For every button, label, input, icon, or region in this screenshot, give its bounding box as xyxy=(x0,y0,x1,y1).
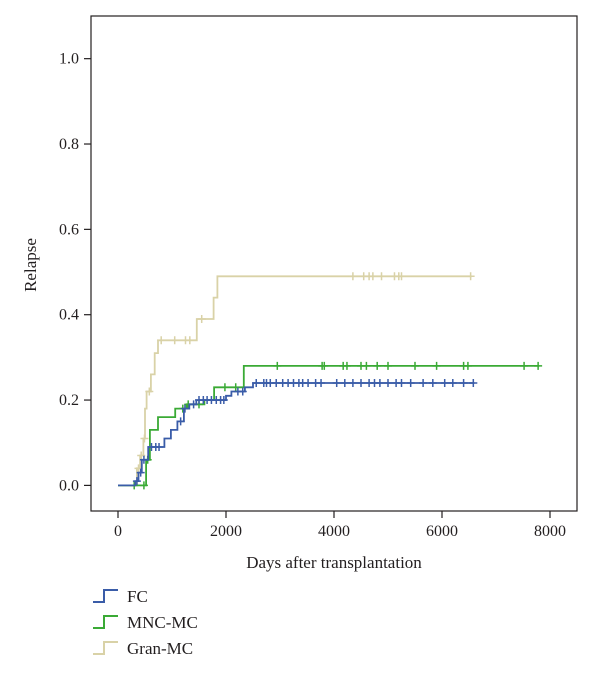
censor-mark xyxy=(428,378,437,387)
y-tick-label: 0.2 xyxy=(59,392,79,409)
x-tick-label: 6000 xyxy=(426,523,458,540)
censor-mark xyxy=(397,378,406,387)
censor-mark xyxy=(140,434,149,443)
legend-label: FC xyxy=(127,587,148,606)
censor-mark xyxy=(139,455,148,464)
y-axis-title: Relapse xyxy=(21,238,40,292)
censor-mark xyxy=(534,361,543,370)
censor-mark xyxy=(137,451,146,460)
censor-mark xyxy=(136,468,145,477)
x-tick-label: 0 xyxy=(114,523,122,540)
censor-mark xyxy=(411,361,419,370)
x-tick-label: 2000 xyxy=(210,523,242,540)
censor-mark xyxy=(348,272,357,281)
legend-item-mnc-mc: MNC-MC xyxy=(93,613,198,632)
y-tick-label: 0.6 xyxy=(59,221,79,238)
censor-mark xyxy=(348,378,357,387)
legend-swatch xyxy=(93,615,118,629)
censor-mark xyxy=(176,417,185,426)
censor-mark xyxy=(332,378,341,387)
censor-mark xyxy=(252,378,261,387)
legend-item-fc: FC xyxy=(93,587,148,606)
y-tick-label: 0.8 xyxy=(59,136,79,153)
plot-frame xyxy=(90,15,578,512)
censor-mark xyxy=(340,378,349,387)
censor-mark xyxy=(180,404,189,413)
censor-mark xyxy=(189,400,198,409)
censor-mark xyxy=(375,378,384,387)
censor-mark xyxy=(273,361,282,370)
censor-mark xyxy=(185,336,194,345)
censor-mark xyxy=(238,387,247,396)
censor-mark xyxy=(139,481,148,490)
censor-mark xyxy=(362,361,371,370)
series-line-gran-mc xyxy=(118,275,472,487)
censor-mark xyxy=(342,361,351,370)
legend-label: MNC-MC xyxy=(127,613,198,632)
legend-label: Gran-MC xyxy=(127,639,193,658)
legend: FC MNC-MC Gran-MC xyxy=(93,587,198,658)
censor-mark xyxy=(170,336,179,345)
censor-mark xyxy=(384,361,392,370)
censor-mark xyxy=(419,378,428,387)
censor-mark xyxy=(145,387,154,396)
censor-mark xyxy=(377,272,386,281)
y-tick-label: 1.0 xyxy=(59,51,79,68)
series-mnc-mc xyxy=(118,361,543,490)
y-axis: 0.0 0.2 0.4 0.6 0.8 1.0 xyxy=(59,51,91,494)
x-axis-title: Days after transplantation xyxy=(246,553,422,572)
censor-mark xyxy=(466,272,475,281)
censor-mark xyxy=(155,442,164,451)
plot-area xyxy=(118,272,543,490)
legend-swatch xyxy=(93,589,118,603)
censor-mark xyxy=(440,378,449,387)
censor-mark xyxy=(373,361,382,370)
censor-mark xyxy=(220,383,229,392)
x-tick-label: 8000 xyxy=(534,523,566,540)
censor-mark xyxy=(397,272,406,281)
censor-mark xyxy=(304,378,313,387)
series-gran-mc xyxy=(118,272,475,487)
censor-mark xyxy=(448,378,457,387)
y-tick-label: 0.4 xyxy=(59,307,79,324)
censor-mark xyxy=(368,272,377,281)
series-line-fc xyxy=(118,382,475,487)
censor-mark xyxy=(357,378,365,387)
censor-mark xyxy=(432,361,441,370)
censor-mark xyxy=(469,378,478,387)
legend-item-gran-mc: Gran-MC xyxy=(93,639,193,658)
censor-mark xyxy=(132,477,141,486)
censor-mark xyxy=(520,361,529,370)
censor-mark xyxy=(320,361,329,370)
censor-mark xyxy=(219,396,228,405)
legend-swatch xyxy=(93,641,118,655)
censor-mark xyxy=(406,378,415,387)
censor-mark xyxy=(231,383,240,392)
y-tick-label: 0.0 xyxy=(59,477,79,494)
series-fc xyxy=(118,378,478,487)
censor-mark xyxy=(459,378,468,387)
x-axis: 0 2000 4000 6000 8000 xyxy=(114,511,566,540)
censor-mark xyxy=(317,378,326,387)
censor-mark xyxy=(157,336,166,345)
censor-mark xyxy=(463,361,472,370)
censor-mark xyxy=(384,378,392,387)
x-tick-label: 4000 xyxy=(318,523,350,540)
censor-mark xyxy=(197,314,206,323)
